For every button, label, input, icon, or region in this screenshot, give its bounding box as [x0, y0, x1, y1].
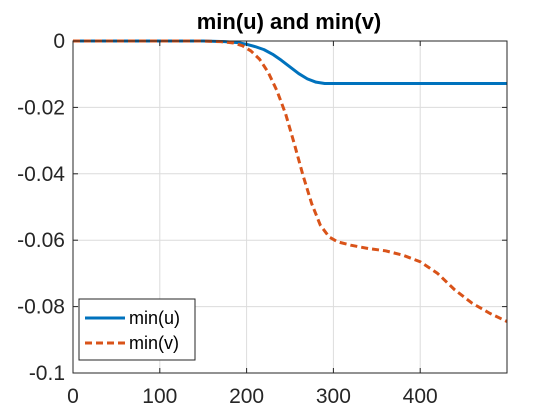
legend-label-min-u: min(u): [129, 308, 180, 328]
y-tick-label: -0.08: [17, 296, 65, 319]
y-tick-label: -0.04: [17, 163, 65, 186]
y-tick-label: -0.02: [17, 96, 65, 119]
legend-label-min-v: min(v): [129, 333, 179, 353]
y-tick-label: -0.06: [17, 229, 65, 252]
series-group: [73, 39, 508, 323]
x-tick-label: 200: [229, 385, 264, 408]
x-tick-label: 400: [403, 385, 438, 408]
x-tick-label: 100: [142, 385, 177, 408]
y-tick-label: -0.1: [29, 362, 65, 385]
legend: min(u) min(v): [78, 298, 196, 361]
y-tick-label: 0: [53, 30, 65, 53]
x-tick-label: 300: [316, 385, 351, 408]
plot-area-border: [72, 40, 508, 374]
chart-title: min(u) and min(v): [197, 9, 382, 34]
series-line-min-v: [73, 39, 508, 323]
x-tick-label: 0: [67, 385, 79, 408]
axis-ticks: 0 100 200 300 400 0 -0.02 -0.04 -0.06 -0.08 -0.1: [17, 30, 507, 408]
legend-box: [78, 298, 196, 361]
